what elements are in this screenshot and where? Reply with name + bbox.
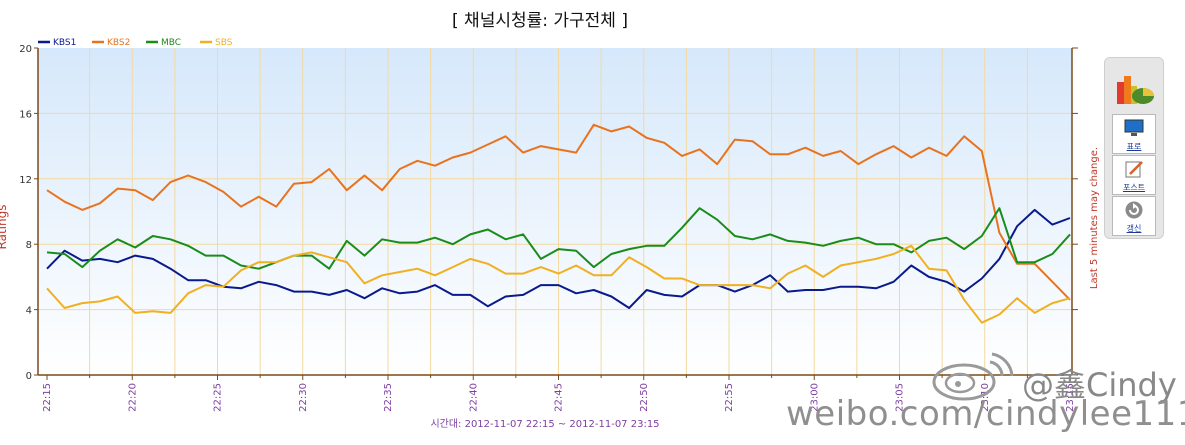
y-tick-labels: 0 4 8 12 16 20 [19, 44, 1078, 382]
x-tick-label: 23:15 [1065, 383, 1076, 412]
grid-lines [38, 48, 1072, 375]
series-line-sbs [46, 244, 1071, 324]
x-tick-label: 22:30 [298, 383, 309, 412]
series-line-kbs2 [46, 123, 1071, 301]
legend-label: MBC [161, 38, 181, 48]
y-axis-label: Ratings [0, 205, 9, 250]
series-lines [46, 123, 1071, 324]
y-tick-label: 4 [26, 306, 32, 317]
x-tick-label: 22:35 [383, 383, 394, 412]
chart-type-icon[interactable] [1113, 68, 1155, 108]
y-tick-label: 8 [26, 240, 32, 251]
right-note: Last 5 minutes may change. [1089, 147, 1100, 289]
x-axis-label: 시간대: 2012-11-07 22:15 ~ 2012-11-07 23:15 [430, 418, 659, 430]
post-button[interactable]: 포스트 [1112, 155, 1156, 195]
refresh-icon [1125, 201, 1143, 219]
plot-background [38, 48, 1072, 375]
y-tick-label: 16 [19, 109, 32, 120]
monitor-icon [1124, 119, 1144, 136]
series-line-mbc [46, 207, 1071, 270]
refresh-label: 갱신 [1126, 224, 1142, 233]
post-label: 포스트 [1122, 183, 1146, 192]
x-tick-label: 22:40 [468, 383, 479, 412]
x-tick-label: 23:10 [980, 383, 991, 412]
refresh-button[interactable]: 갱신 [1112, 196, 1156, 236]
table-view-label: 표로 [1126, 142, 1142, 151]
y-tick-label: 12 [19, 175, 32, 186]
y-tick-label: 0 [26, 371, 32, 382]
x-tick-label: 23:00 [809, 383, 820, 412]
series-line-kbs1 [46, 208, 1071, 309]
table-view-button[interactable]: 표로 [1112, 114, 1156, 154]
x-tick-label: 23:05 [895, 383, 906, 412]
x-tick-label: 22:20 [127, 383, 138, 412]
x-tick-label: 22:50 [639, 383, 650, 412]
legend: KBS1 KBS2 MBC SBS [38, 38, 233, 48]
chart-title: [ 채널시청률: 가구전체 ] [452, 11, 628, 31]
weibo-logo [932, 352, 1014, 401]
x-tick-label: 22:45 [554, 383, 565, 412]
x-tick-label: 22:55 [724, 383, 735, 412]
side-toolbar: 표로 포스트 갱신 [1104, 57, 1164, 239]
x-tick-label: 22:15 [42, 383, 53, 412]
watermark-url: weibo.com/cindylee1112 [786, 394, 1185, 434]
y-tick-label: 20 [19, 44, 32, 55]
watermark-handle: @鑫Cindy [1022, 366, 1177, 404]
legend-label: SBS [215, 38, 233, 48]
notepad-icon [1125, 161, 1143, 178]
legend-label: KBS2 [107, 38, 130, 48]
legend-label: KBS1 [53, 38, 76, 48]
x-tick-label: 22:25 [213, 383, 224, 412]
x-tick-labels: 22:15 22:20 22:25 22:30 22:35 22:40 22:45 22:50… [42, 375, 1076, 412]
